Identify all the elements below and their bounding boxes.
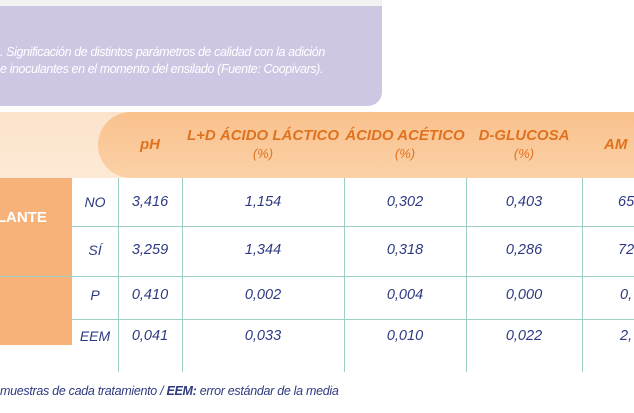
table-cell: 72 (618, 242, 634, 258)
caption-line-2: e inoculantes en el momento del ensilado… (0, 62, 324, 76)
table-cell: 0,041 (131, 328, 169, 344)
table-cell: 1,154 (244, 194, 282, 210)
table-caption: . Significación de distintos parámetros … (0, 44, 380, 78)
grid-line (182, 178, 183, 372)
column-header-ph: pH (118, 112, 182, 178)
grid-line (0, 276, 634, 277)
column-header-name: L+D ÁCIDO LÁCTICO (186, 127, 340, 144)
caption-box (0, 0, 382, 106)
row-label: EEM (79, 328, 111, 344)
table-cell: 0, (620, 287, 633, 303)
column-header-lactic-acid: L+D ÁCIDO LÁCTICO (%) (182, 112, 344, 178)
column-header-d-glucose: D-GLUCOSA (%) (466, 112, 582, 178)
column-header-acetic-acid: ÁCIDO ACÉTICO (%) (344, 112, 466, 178)
table-cell: 0,403 (505, 194, 543, 210)
table-cell: 3,416 (131, 194, 169, 210)
table-cell: 3,259 (131, 242, 169, 258)
caption-top-bar (0, 0, 382, 6)
footnote-text: muestras de cada tratamiento / (0, 384, 167, 398)
table-cell: 0,033 (244, 328, 282, 344)
column-header-name: pH (140, 136, 160, 153)
grid-line (582, 178, 583, 372)
grid-line (466, 178, 467, 372)
table-cell: 0,410 (131, 287, 169, 303)
group-label: ULANTE (0, 209, 47, 226)
column-header-unit: (%) (252, 146, 274, 161)
table-cell: 0,318 (386, 242, 424, 258)
footnote-abbrev: EEM: (166, 384, 197, 398)
caption-line-1: . Significación de distintos parámetros … (0, 45, 325, 59)
table-cell: 2, (620, 328, 633, 344)
column-header-name: ÁCIDO ACÉTICO (345, 127, 465, 144)
table-cell: 0,302 (386, 194, 424, 210)
column-header-unit: (%) (513, 146, 535, 161)
table-cell: 65 (618, 194, 634, 210)
grid-line (72, 319, 634, 320)
row-label: SÍ (88, 242, 102, 258)
footnote-definition: error estándar de la media (196, 384, 339, 398)
column-header-name: D-GLUCOSA (478, 127, 570, 144)
column-header-name: AM (604, 136, 628, 153)
table-cell: 0,002 (244, 287, 282, 303)
table-cell: 1,344 (244, 242, 282, 258)
table-cell: 0,022 (505, 328, 543, 344)
grid-line (344, 178, 345, 372)
column-header-unit: (%) (394, 146, 416, 161)
grid-line (118, 178, 119, 372)
grid-line (72, 226, 634, 227)
footnote: muestras de cada tratamiento / EEM: erro… (0, 384, 339, 398)
header-pill (98, 112, 634, 178)
group-cell-stats (0, 277, 72, 345)
table-cell: 0,004 (386, 287, 424, 303)
data-table: pH L+D ÁCIDO LÁCTICO (%) ÁCIDO ACÉTICO (… (0, 112, 634, 376)
column-header-am: AM (604, 112, 634, 178)
row-label: NO (84, 194, 106, 210)
row-label: P (90, 287, 100, 303)
table-cell: 0,010 (386, 328, 424, 344)
table-cell: 0,000 (505, 287, 543, 303)
group-cell-inoculante (0, 178, 72, 276)
table-cell: 0,286 (505, 242, 543, 258)
